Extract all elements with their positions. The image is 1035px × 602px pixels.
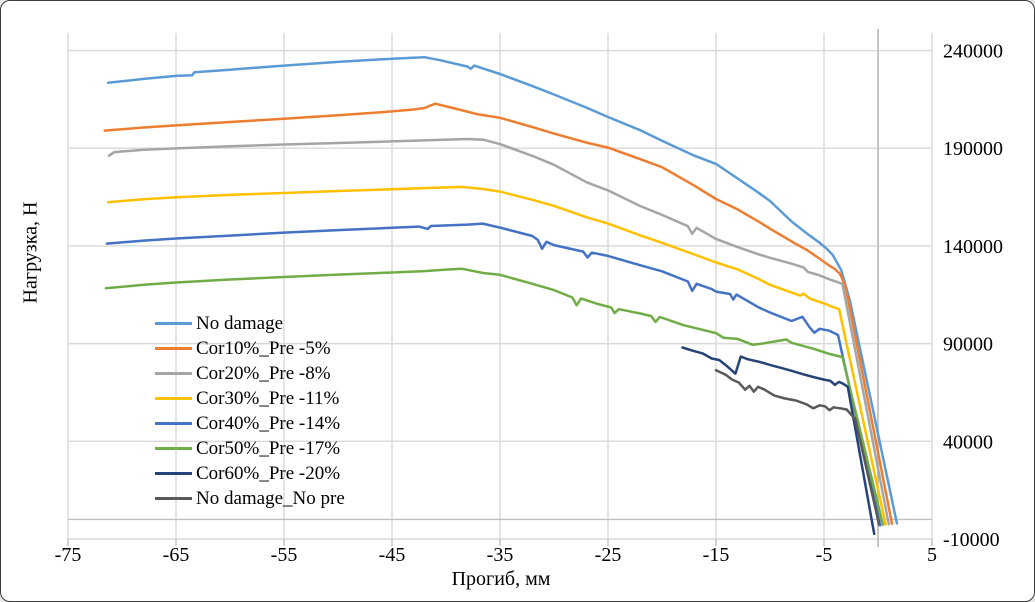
series-line-no-damage-no-pre[interactable] xyxy=(714,368,881,526)
x-tick-label: -25 xyxy=(595,544,622,566)
x-tick-label: -45 xyxy=(379,544,406,566)
series-line-cor60-pre-20[interactable] xyxy=(681,346,876,536)
series-line-cor40-pre-14[interactable] xyxy=(105,222,882,527)
y-tick-label: 240000 xyxy=(943,41,1003,63)
x-tick-label: -15 xyxy=(703,544,730,566)
x-tick-label: -65 xyxy=(163,544,190,566)
legend-label: No damage_No pre xyxy=(196,487,345,509)
legend-item-cor10-pre-5[interactable]: Cor10%_Pre -5% xyxy=(155,336,345,361)
x-axis-title: Прогиб, мм xyxy=(451,568,551,590)
legend-label: No damage xyxy=(196,312,284,334)
legend-label: Cor30%_Pre -11% xyxy=(196,387,340,409)
x-axis-ticks xyxy=(67,539,933,546)
legend-swatch-line xyxy=(155,422,192,425)
legend-item-cor30-pre-11[interactable]: Cor30%_Pre -11% xyxy=(155,386,345,411)
legend-swatch-line xyxy=(155,397,192,400)
series-line-cor30-pre-11[interactable] xyxy=(106,185,887,526)
legend-item-no-damage[interactable]: No damage xyxy=(155,311,345,336)
series-line-cor50-pre-17[interactable] xyxy=(104,267,885,526)
legend-item-no-damage-no-pre[interactable]: No damage_No pre xyxy=(155,486,345,511)
legend-item-cor50-pre-17[interactable]: Cor50%_Pre -17% xyxy=(155,436,345,461)
legend-label: Cor40%_Pre -14% xyxy=(196,412,341,434)
x-tick-label: 5 xyxy=(927,544,937,566)
series-line-cor10-pre-5[interactable] xyxy=(103,102,894,526)
legend-swatch-line xyxy=(155,372,192,375)
y-tick-label: 90000 xyxy=(943,334,993,356)
legend-swatch-line xyxy=(155,347,192,350)
series-group xyxy=(103,55,899,536)
y-axis-title: Нагрузка, Н xyxy=(19,201,42,304)
x-tick-label: -5 xyxy=(816,544,833,566)
legend: No damage Cor10%_Pre -5% Cor20%_Pre -8% Cor… xyxy=(155,311,345,511)
y-tick-label: 140000 xyxy=(943,236,1003,258)
legend-swatch-line xyxy=(155,472,192,475)
x-tick-label: -35 xyxy=(487,544,514,566)
legend-swatch-line xyxy=(155,322,192,325)
x-tick-label: -75 xyxy=(55,544,82,566)
series-line-cor20-pre-8[interactable] xyxy=(107,137,891,526)
legend-item-cor20-pre-8[interactable]: Cor20%_Pre -8% xyxy=(155,361,345,386)
legend-item-cor60-pre-20[interactable]: Cor60%_Pre -20% xyxy=(155,461,345,486)
y-tick-label: 40000 xyxy=(943,431,993,453)
y-tick-label: 190000 xyxy=(943,138,1003,160)
legend-label: Cor50%_Pre -17% xyxy=(196,437,341,459)
legend-label: Cor20%_Pre -8% xyxy=(196,362,331,384)
x-tick-label: -55 xyxy=(271,544,298,566)
legend-item-cor40-pre-14[interactable]: Cor40%_Pre -14% xyxy=(155,411,345,436)
series-line-no-damage[interactable] xyxy=(106,55,899,525)
legend-swatch-line xyxy=(155,497,192,500)
legend-label: Cor60%_Pre -20% xyxy=(196,462,341,484)
y-tick-label: -10000 xyxy=(943,529,1000,551)
legend-label: Cor10%_Pre -5% xyxy=(196,337,331,359)
legend-swatch-line xyxy=(155,447,192,450)
